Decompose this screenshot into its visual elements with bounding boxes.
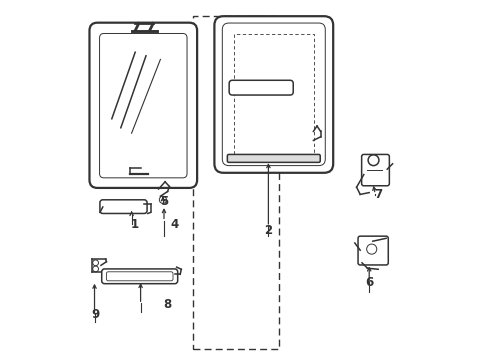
FancyBboxPatch shape bbox=[106, 272, 173, 281]
FancyBboxPatch shape bbox=[362, 154, 390, 186]
Text: 1: 1 bbox=[131, 219, 139, 231]
FancyBboxPatch shape bbox=[215, 16, 333, 173]
Bar bbox=[193, 16, 279, 349]
Text: 4: 4 bbox=[171, 219, 179, 231]
Bar bbox=[234, 34, 314, 154]
Text: 6: 6 bbox=[365, 276, 373, 289]
Text: 8: 8 bbox=[164, 298, 171, 311]
FancyBboxPatch shape bbox=[100, 200, 147, 213]
FancyBboxPatch shape bbox=[90, 23, 197, 188]
Text: 5: 5 bbox=[160, 195, 168, 208]
FancyBboxPatch shape bbox=[222, 23, 325, 166]
FancyBboxPatch shape bbox=[227, 154, 320, 162]
Text: 9: 9 bbox=[92, 309, 100, 321]
FancyBboxPatch shape bbox=[229, 80, 293, 95]
FancyBboxPatch shape bbox=[99, 33, 187, 178]
FancyBboxPatch shape bbox=[102, 269, 178, 284]
Text: 7: 7 bbox=[374, 188, 382, 201]
FancyBboxPatch shape bbox=[358, 236, 388, 265]
Text: 3: 3 bbox=[243, 102, 251, 114]
Text: 2: 2 bbox=[264, 224, 272, 237]
